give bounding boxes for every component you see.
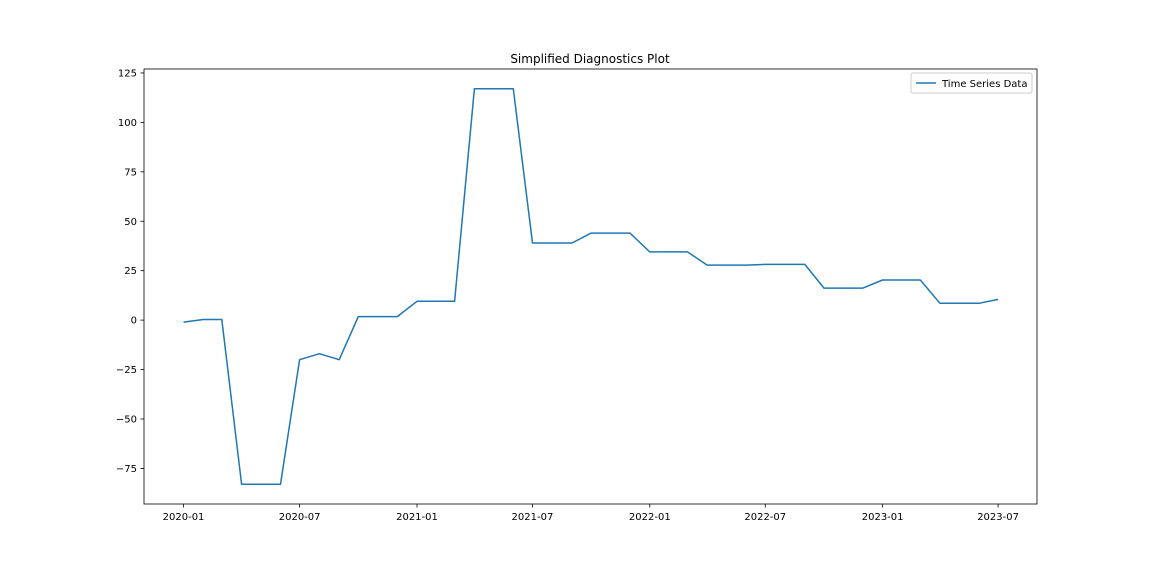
x-tick-label: 2023-07 — [977, 512, 1019, 523]
legend-box — [910, 72, 1033, 94]
y-tick-label: 0 — [131, 316, 137, 327]
y-tick-label: 75 — [124, 167, 137, 178]
x-axis: 2020-01 2020-07 2021-01 2021-07 2022-01 2022-… — [163, 504, 1019, 523]
y-tick-label: 50 — [124, 217, 137, 228]
y-tick-label: 125 — [118, 68, 137, 79]
chart-title: Simplified Diagnostics Plot — [510, 52, 670, 66]
x-tick-label: 2023-01 — [862, 512, 904, 523]
x-tick-label: 2021-07 — [512, 512, 554, 523]
y-tick-label: −50 — [116, 414, 137, 425]
legend-label: Time Series Data — [941, 79, 1027, 90]
y-tick-label: 25 — [124, 266, 137, 277]
y-tick-label: −75 — [116, 464, 137, 475]
x-tick-label: 2020-07 — [279, 512, 321, 523]
x-tick-label: 2022-07 — [744, 512, 786, 523]
legend: Time Series Data — [910, 72, 1033, 94]
x-tick-label: 2020-01 — [163, 512, 205, 523]
x-tick-label: 2022-01 — [629, 512, 671, 523]
x-tick-label: 2021-01 — [396, 512, 438, 523]
y-tick-label: 100 — [118, 118, 137, 129]
series-layer — [183, 88, 999, 485]
y-tick-label: −25 — [116, 365, 137, 376]
series-line — [183, 88, 999, 485]
plot-frame — [143, 68, 1038, 505]
y-axis: 125 100 75 50 25 0 −25 −50 −75 — [116, 68, 144, 475]
